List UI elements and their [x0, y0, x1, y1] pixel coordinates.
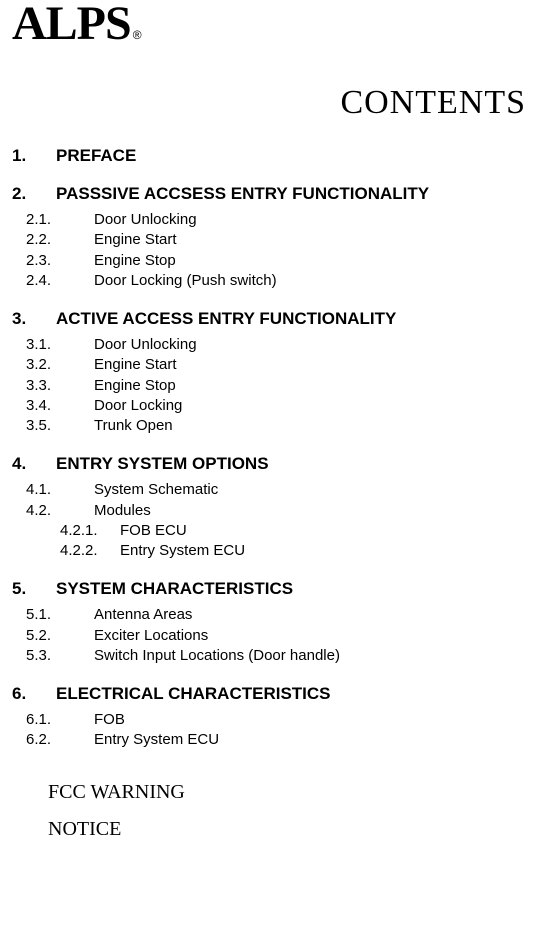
- footer: FCC WARNING NOTICE: [48, 781, 526, 841]
- toc-section: 1.PREFACE: [12, 146, 526, 166]
- toc-subsection-num: 2.1.: [26, 210, 94, 230]
- toc-subsubsection-num: 4.2.1.: [60, 521, 120, 541]
- toc-section: 3.ACTIVE ACCESS ENTRY FUNCTIONALITY: [12, 309, 526, 329]
- toc-section-title: PASSSIVE ACCSESS ENTRY FUNCTIONALITY: [56, 184, 429, 204]
- toc-subsection-num: 4.1.: [26, 480, 94, 500]
- toc-subsection-title: Entry System ECU: [94, 730, 219, 750]
- toc-section-num: 4.: [12, 454, 56, 474]
- toc-section-title: ACTIVE ACCESS ENTRY FUNCTIONALITY: [56, 309, 396, 329]
- toc-subsection-num: 2.3.: [26, 251, 94, 271]
- toc-subgroup: 4.1.System Schematic4.2.Modules4.2.1.FOB…: [12, 480, 526, 561]
- toc-subsection: 5.3.Switch Input Locations (Door handle): [26, 646, 526, 666]
- toc-subsection: 3.1.Door Unlocking: [26, 335, 526, 355]
- toc-section-num: 6.: [12, 684, 56, 704]
- toc-section-title: ENTRY SYSTEM OPTIONS: [56, 454, 269, 474]
- toc-section-num: 3.: [12, 309, 56, 329]
- toc-subgroup: 3.1.Door Unlocking3.2.Engine Start3.3.En…: [12, 335, 526, 436]
- toc-subsection-num: 3.4.: [26, 396, 94, 416]
- toc-subsection-title: Engine Stop: [94, 251, 176, 271]
- toc-subsection-title: Switch Input Locations (Door handle): [94, 646, 340, 666]
- toc-section-num: 1.: [12, 146, 56, 166]
- toc-subsection-title: Door Unlocking: [94, 335, 197, 355]
- toc-section-title: ELECTRICAL CHARACTERISTICS: [56, 684, 331, 704]
- toc-subgroup: 2.1.Door Unlocking2.2.Engine Start2.3.En…: [12, 210, 526, 291]
- toc-subsection-num: 3.5.: [26, 416, 94, 436]
- toc-subsection-num: 3.1.: [26, 335, 94, 355]
- toc-subsection-title: Engine Start: [94, 355, 177, 375]
- toc-subsection-title: Door Locking: [94, 396, 182, 416]
- toc-subsubsection-title: Entry System ECU: [120, 541, 245, 561]
- toc-subsection: 3.3.Engine Stop: [26, 376, 526, 396]
- logo-text: ALPS: [12, 0, 131, 48]
- toc-section-num: 5.: [12, 579, 56, 599]
- toc-subsection-num: 2.4.: [26, 271, 94, 291]
- logo: ALPS ®: [12, 0, 526, 48]
- toc-subsection: 6.1.FOB: [26, 710, 526, 730]
- toc-subsubsection-num: 4.2.2.: [60, 541, 120, 561]
- toc-subsection: 6.2.Entry System ECU: [26, 730, 526, 750]
- footer-notice: NOTICE: [48, 818, 526, 841]
- toc-subsection: 5.2.Exciter Locations: [26, 626, 526, 646]
- toc-subsection: 3.4.Door Locking: [26, 396, 526, 416]
- toc-subsection: 4.1.System Schematic: [26, 480, 526, 500]
- toc-section: 4.ENTRY SYSTEM OPTIONS: [12, 454, 526, 474]
- page: ALPS ® CONTENTS 1.PREFACE2.PASSSIVE ACCS…: [0, 0, 538, 875]
- toc-subsubsection: 4.2.2.Entry System ECU: [60, 541, 526, 561]
- toc-section-title: PREFACE: [56, 146, 136, 166]
- toc: 1.PREFACE2.PASSSIVE ACCSESS ENTRY FUNCTI…: [12, 146, 526, 751]
- toc-subsection-title: Engine Stop: [94, 376, 176, 396]
- logo-registered: ®: [133, 28, 142, 42]
- toc-subsubsection-title: FOB ECU: [120, 521, 187, 541]
- toc-subsection-title: Modules: [94, 501, 151, 521]
- toc-subsection-num: 6.2.: [26, 730, 94, 750]
- toc-subgroup: 5.1.Antenna Areas5.2.Exciter Locations5.…: [12, 605, 526, 666]
- toc-subsection-num: 6.1.: [26, 710, 94, 730]
- toc-subsection-title: FOB: [94, 710, 125, 730]
- toc-subsection: 2.2.Engine Start: [26, 230, 526, 250]
- toc-subsection-num: 4.2.: [26, 501, 94, 521]
- toc-subsection: 2.4.Door Locking (Push switch): [26, 271, 526, 291]
- page-title: CONTENTS: [12, 84, 526, 122]
- toc-subsection: 3.2.Engine Start: [26, 355, 526, 375]
- toc-subsection-title: Trunk Open: [94, 416, 173, 436]
- toc-subsubsection: 4.2.1.FOB ECU: [60, 521, 526, 541]
- toc-subsection: 4.2.Modules: [26, 501, 526, 521]
- toc-subsection-num: 5.3.: [26, 646, 94, 666]
- toc-subsection: 3.5.Trunk Open: [26, 416, 526, 436]
- toc-section: 5.SYSTEM CHARACTERISTICS: [12, 579, 526, 599]
- toc-subsection: 2.3.Engine Stop: [26, 251, 526, 271]
- toc-section: 6.ELECTRICAL CHARACTERISTICS: [12, 684, 526, 704]
- toc-subsection: 5.1.Antenna Areas: [26, 605, 526, 625]
- toc-subsection-num: 5.1.: [26, 605, 94, 625]
- toc-section: 2.PASSSIVE ACCSESS ENTRY FUNCTIONALITY: [12, 184, 526, 204]
- toc-subsection-num: 5.2.: [26, 626, 94, 646]
- toc-subsection-num: 3.3.: [26, 376, 94, 396]
- toc-subsection-num: 2.2.: [26, 230, 94, 250]
- toc-section-title: SYSTEM CHARACTERISTICS: [56, 579, 293, 599]
- toc-section-num: 2.: [12, 184, 56, 204]
- toc-subsection-title: Exciter Locations: [94, 626, 208, 646]
- toc-subsection-title: System Schematic: [94, 480, 218, 500]
- toc-subsection-title: Door Locking (Push switch): [94, 271, 277, 291]
- toc-subsection-num: 3.2.: [26, 355, 94, 375]
- toc-subsection-title: Door Unlocking: [94, 210, 197, 230]
- toc-subgroup: 6.1.FOB6.2.Entry System ECU: [12, 710, 526, 751]
- toc-subsection: 2.1.Door Unlocking: [26, 210, 526, 230]
- toc-subsection-title: Engine Start: [94, 230, 177, 250]
- toc-subsection-title: Antenna Areas: [94, 605, 192, 625]
- footer-warning: FCC WARNING: [48, 781, 526, 804]
